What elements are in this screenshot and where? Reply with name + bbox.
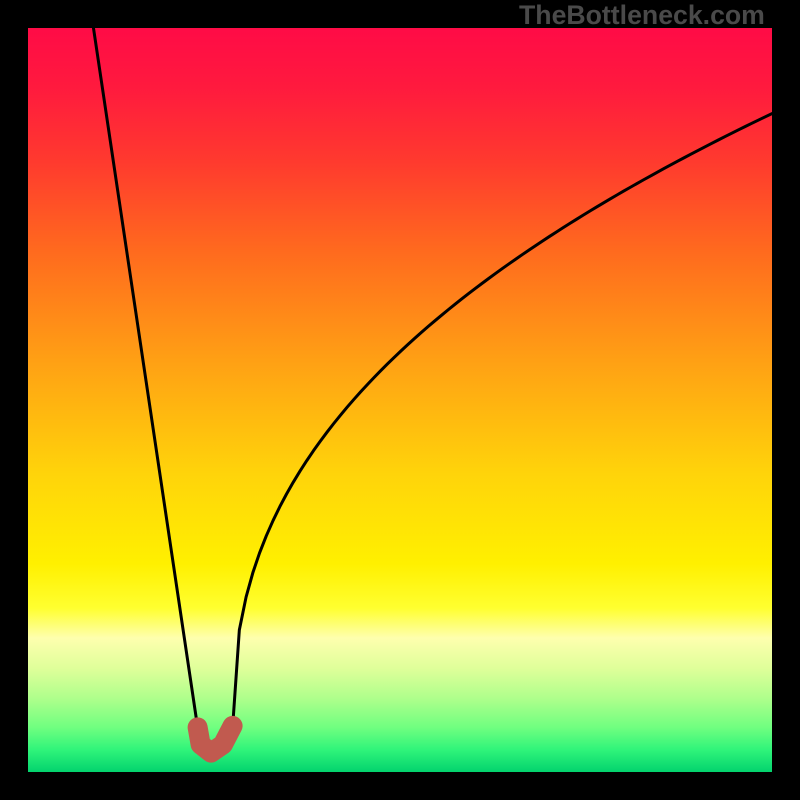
chart-frame: TheBottleneck.com (0, 0, 800, 800)
gradient-background (28, 28, 772, 772)
watermark-text: TheBottleneck.com (519, 0, 765, 31)
plot-area (28, 28, 772, 772)
